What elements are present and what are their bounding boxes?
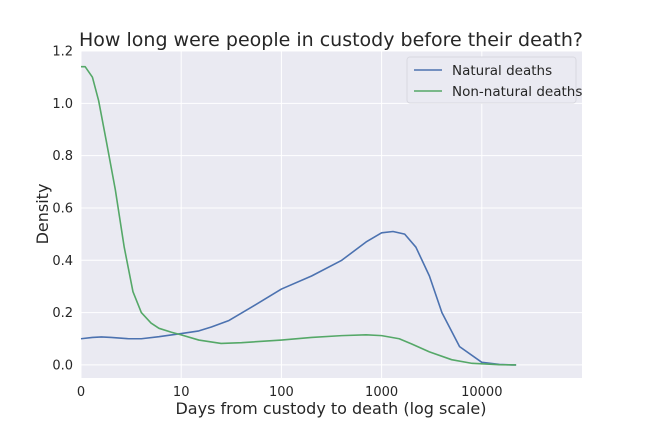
y-tick-label: 1.2: [52, 45, 73, 60]
y-tick-label: 0.6: [52, 201, 73, 216]
y-axis-label: Density: [33, 184, 52, 245]
series-line-non-natural-deaths: [81, 65, 517, 366]
legend-label-natural-deaths: Natural deaths: [452, 63, 552, 79]
tick-labels: 0 10 100 1000 10000 0.0 0.2 0.4 0.6 0.8 1.0 1.2: [52, 45, 502, 401]
legend: Natural deaths Non-natural deaths: [406, 56, 582, 104]
chart-title: How long were people in custody before t…: [79, 29, 583, 51]
y-tick-label: 1.0: [52, 97, 73, 112]
series-line-natural-deaths: [80, 230, 517, 366]
x-tick-label: 10000: [461, 385, 502, 400]
x-tick-label: 100: [269, 385, 294, 400]
x-tick-label: 1000: [365, 385, 398, 400]
y-tick-label: 0.8: [52, 149, 73, 164]
y-tick-label: 0.4: [52, 254, 73, 269]
x-axis-label: Days from custody to death (log scale): [175, 399, 486, 418]
legend-label-non-natural-deaths: Non-natural deaths: [452, 84, 582, 100]
plot-area: [81, 51, 582, 378]
legend-box: [406, 56, 577, 104]
x-tick-label: 10: [173, 385, 190, 400]
y-tick-label: 0.0: [52, 358, 73, 373]
series-lines: [80, 65, 517, 366]
x-tick-label: 0: [77, 385, 85, 400]
y-tick-label: 0.2: [52, 306, 73, 321]
